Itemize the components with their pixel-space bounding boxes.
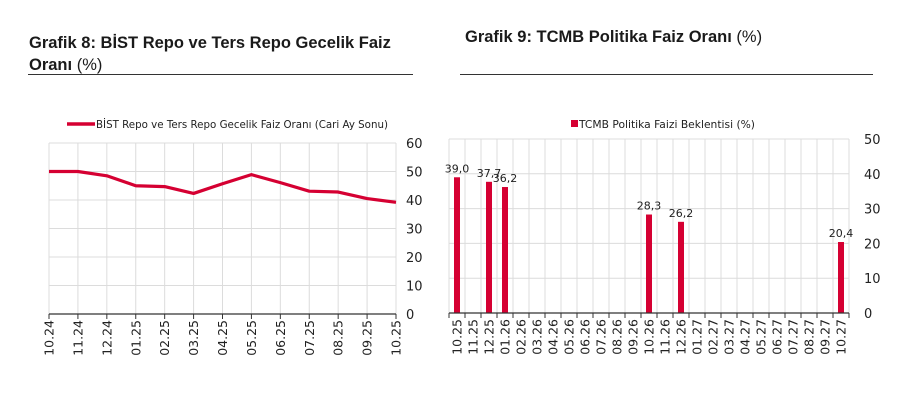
chart8-xtick-label: 04.25: [215, 320, 230, 356]
chart9-title-rule: [460, 74, 873, 75]
chart9-xtick-label: 08.27: [802, 319, 817, 355]
chart8-ytick-label: 60: [406, 137, 423, 152]
chart8-ytick-label: 50: [406, 166, 423, 181]
chart9-ytick-label: 20: [864, 237, 881, 252]
chart9-xtick-label: 04.27: [738, 319, 753, 355]
chart9-xtick-label: 01.26: [498, 319, 513, 355]
chart8-ytick-label: 20: [406, 251, 423, 266]
chart9-xtick-label: 06.26: [578, 319, 593, 355]
chart9-bar: [454, 177, 460, 313]
chart9-ytick-label: 30: [864, 203, 881, 218]
chart9-data-label: 39,0: [445, 162, 470, 175]
chart9-xtick-label: 05.26: [562, 319, 577, 355]
chart8-xtick-label: 08.25: [331, 320, 346, 356]
chart9-xtick-label: 10.27: [834, 319, 849, 355]
chart8-xtick-label: 11.24: [70, 320, 85, 356]
chart8-title-unit: (%): [76, 56, 103, 74]
chart9-data-label: 37,7: [477, 167, 502, 180]
chart8-ytick-label: 0: [406, 308, 414, 323]
chart8-xtick-label: 07.25: [302, 320, 317, 356]
chart8-xtick-label: 02.25: [157, 320, 172, 356]
chart9-ytick-label: 10: [864, 272, 881, 287]
chart9-xtick-label: 09.26: [626, 319, 641, 355]
chart8-legend-label: BİST Repo ve Ters Repo Gecelik Faiz Oran…: [96, 118, 388, 131]
chart8-xtick-label: 10.24: [42, 320, 57, 356]
chart9-bar: [646, 214, 652, 313]
chart9-xtick-label: 11.25: [466, 319, 481, 355]
chart9-data-label: 36,2: [493, 172, 518, 185]
chart9-legend-swatch: [571, 120, 578, 127]
chart9-ytick-label: 50: [864, 133, 881, 148]
chart8-xtick-label: 10.25: [389, 320, 404, 356]
chart9-title: Grafik 9: TCMB Politika Faiz Oranı (%): [465, 26, 885, 48]
chart8-ytick-label: 30: [406, 223, 423, 238]
chart9-xtick-label: 08.26: [610, 319, 625, 355]
chart9-data-label: 20,4: [829, 227, 854, 240]
chart9-xtick-label: 07.27: [786, 319, 801, 355]
chart8-ytick-label: 10: [406, 280, 423, 295]
chart9-xtick-label: 01.27: [690, 319, 705, 355]
chart8-xtick-label: 01.25: [128, 320, 143, 356]
chart9-xtick-label: 12.25: [482, 319, 497, 355]
chart8-xtick-label: 06.25: [273, 320, 288, 356]
chart9-xtick-label: 07.26: [594, 319, 609, 355]
chart8-xtick-label: 09.25: [360, 320, 375, 356]
chart9-ytick-label: 0: [864, 307, 872, 322]
chart9-xtick-label: 10.26: [642, 319, 657, 355]
chart8-series-line: [49, 169, 397, 204]
chart9-xtick-label: 05.27: [754, 319, 769, 355]
chart9-xtick-label: 03.26: [530, 319, 545, 355]
chart9-xtick-label: 06.27: [770, 319, 785, 355]
chart8-title-rule: [28, 74, 413, 75]
chart9-xtick-label: 11.26: [658, 319, 673, 355]
chart9-xtick-label: 10.25: [450, 319, 465, 355]
chart9-xtick-label: 03.27: [722, 319, 737, 355]
chart9-data-label: 26,2: [669, 207, 694, 220]
chart9-title-text: Grafik 9: TCMB Politika Faiz Oranı: [465, 28, 732, 46]
chart8-xtick-label: 12.24: [99, 320, 114, 356]
chart8-title: Grafik 8: BİST Repo ve Ters Repo Gecelik…: [29, 32, 419, 76]
chart9-bar: [502, 187, 508, 313]
chart8-xtick-label: 03.25: [186, 320, 201, 356]
chart9-data-label: 28,3: [637, 200, 662, 213]
chart8-ytick-label: 40: [406, 194, 423, 209]
chart9-bar: [678, 221, 684, 313]
chart9-ytick-label: 40: [864, 168, 881, 183]
chart9-bar: [486, 181, 492, 313]
chart9-xtick-label: 02.27: [706, 319, 721, 355]
chart9-xtick-label: 02.26: [514, 319, 529, 355]
chart9-bar: [838, 242, 844, 313]
chart8-title-text: Grafik 8: BİST Repo ve Ters Repo Gecelik…: [29, 34, 391, 74]
chart9-xtick-label: 04.26: [546, 319, 561, 355]
chart9-title-unit: (%): [736, 28, 763, 46]
chart9-xtick-label: 12.26: [674, 319, 689, 355]
chart8-xtick-label: 05.25: [244, 320, 259, 356]
chart9-legend-label: TCMB Politika Faizi Beklentisi (%): [578, 119, 755, 131]
chart9-xtick-label: 09.27: [818, 319, 833, 355]
